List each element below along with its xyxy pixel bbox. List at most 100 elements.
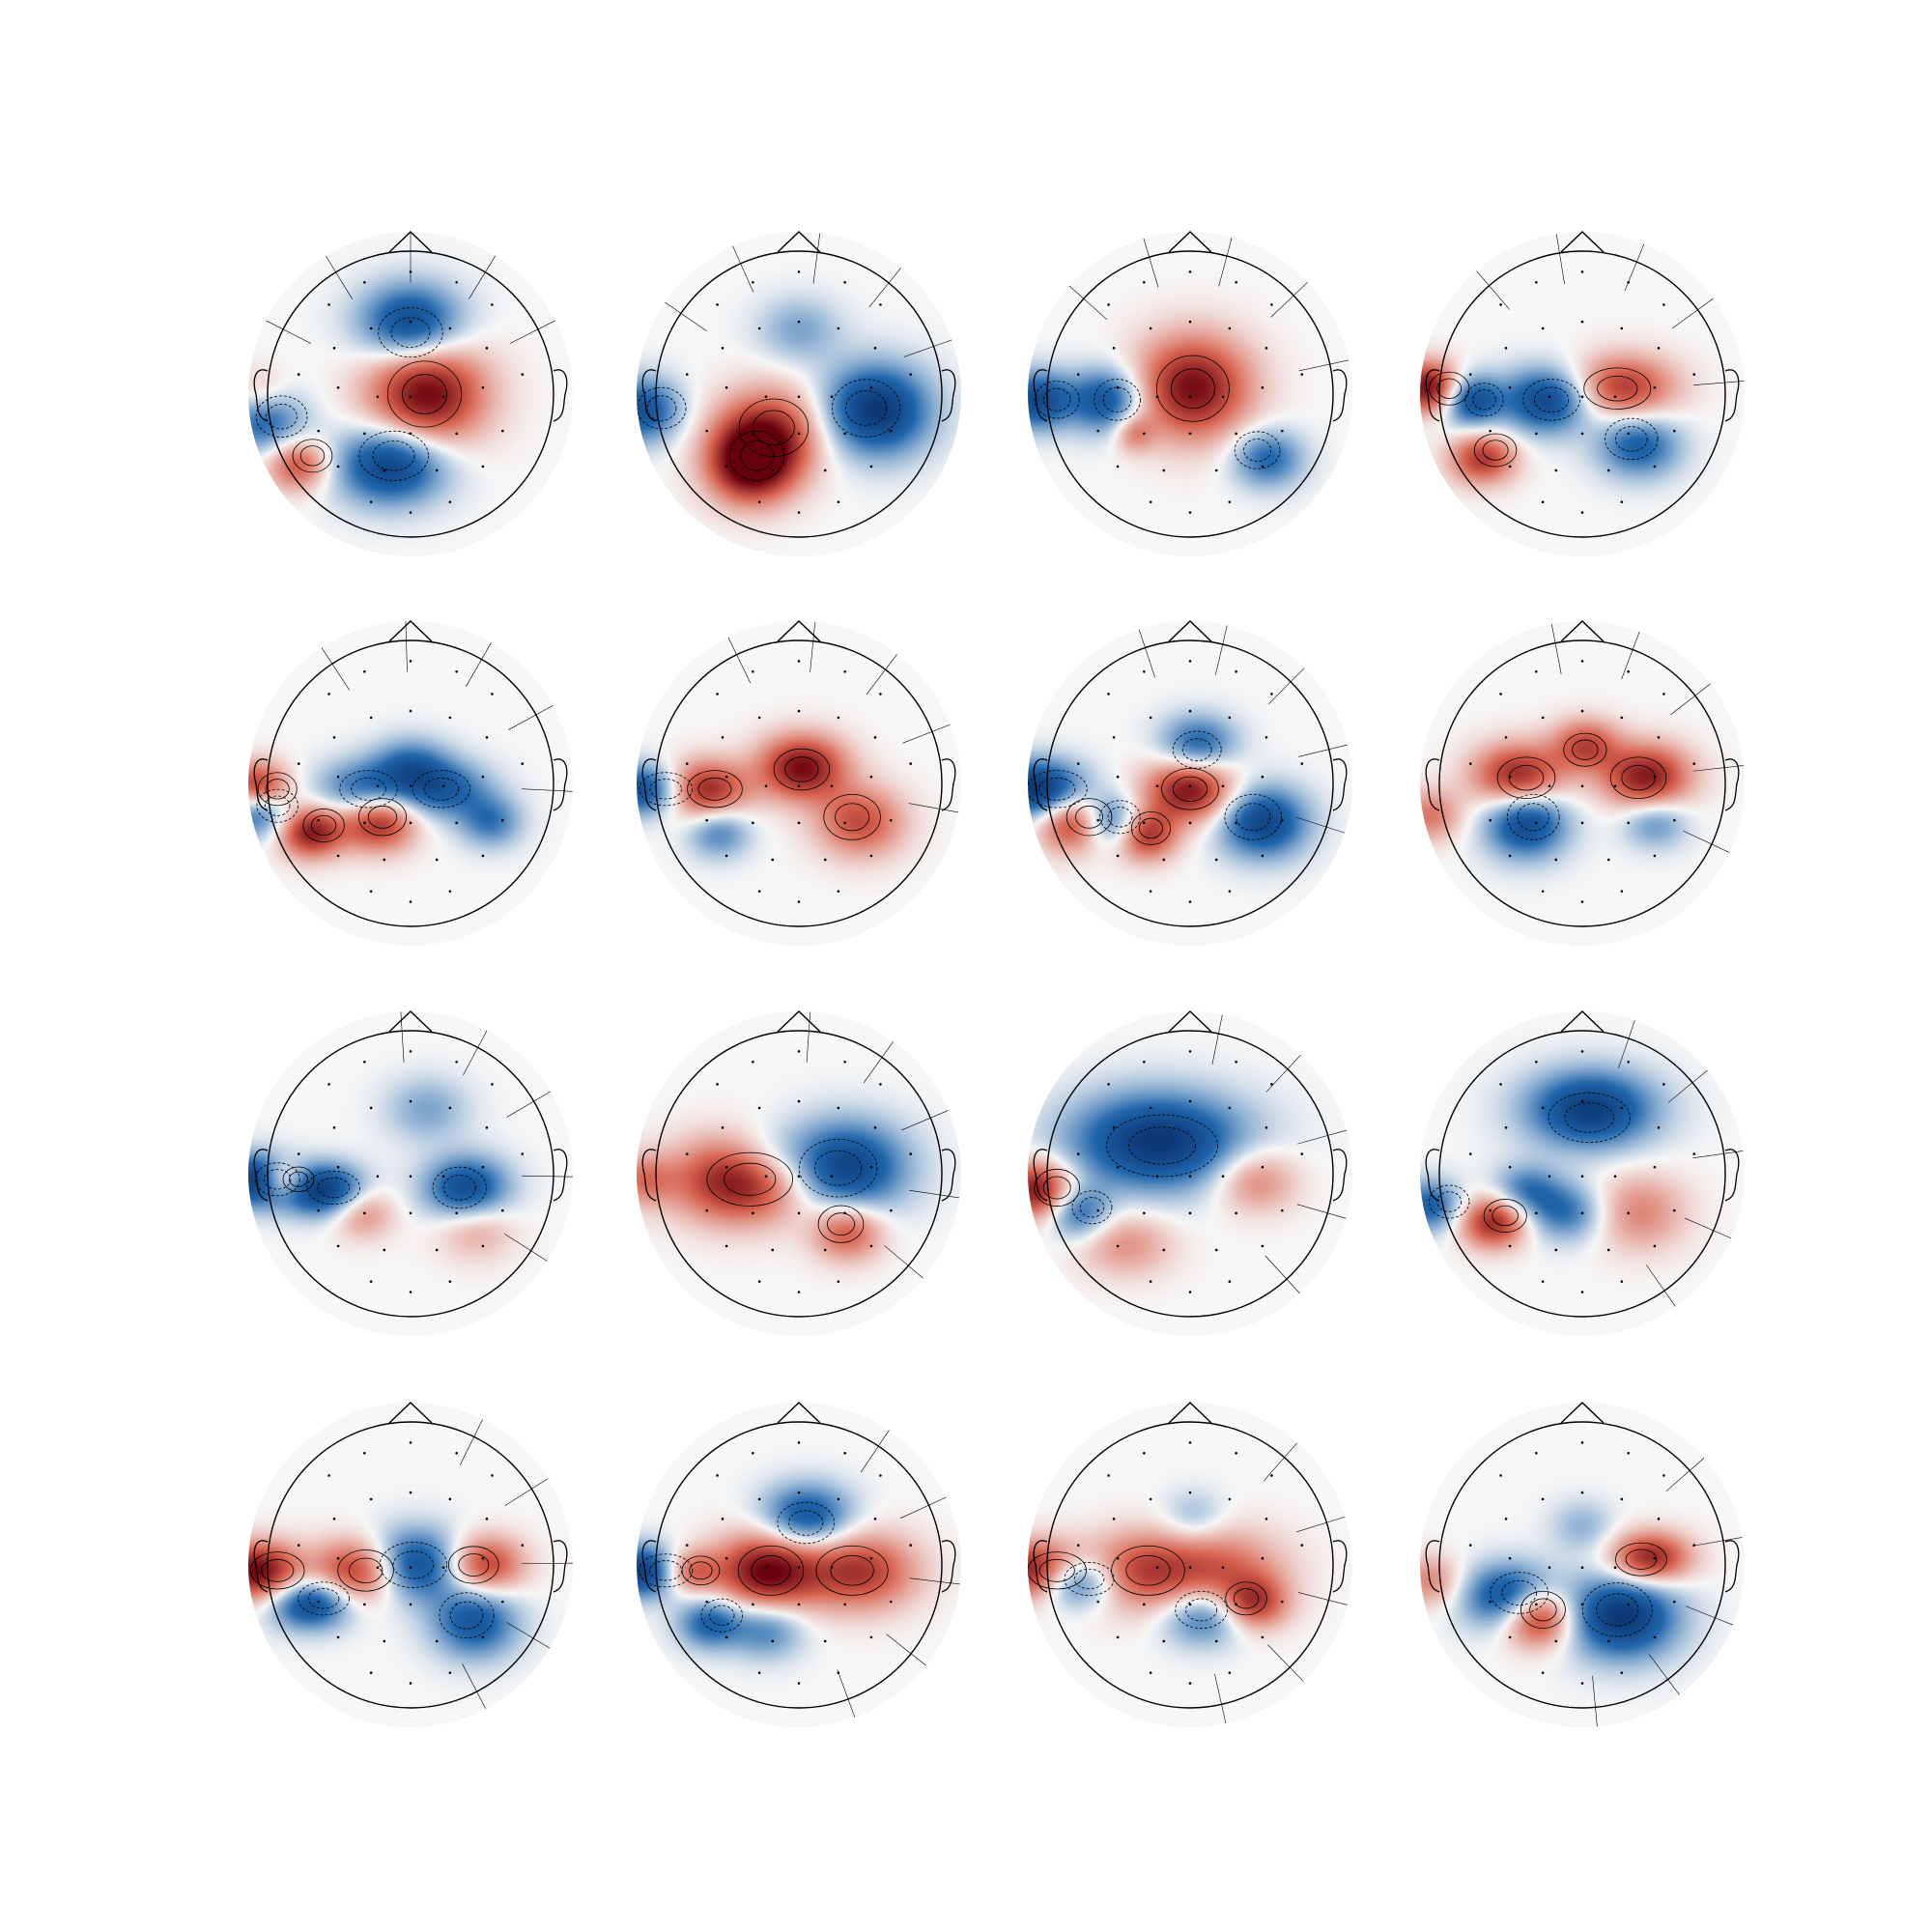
head-outline <box>1046 639 1334 927</box>
sensor-marker <box>1620 1497 1624 1501</box>
sensor-marker <box>1149 890 1152 893</box>
zero-contour <box>405 621 408 672</box>
sensor-marker <box>1228 716 1232 720</box>
zero-contour <box>1298 359 1350 372</box>
sensor-marker <box>1162 469 1166 472</box>
sensor-marker <box>1162 1639 1166 1643</box>
zero-contour <box>1298 744 1349 757</box>
sensor-marker <box>448 1106 452 1110</box>
sensor-marker <box>1535 432 1538 436</box>
sensor-marker <box>1580 1099 1584 1103</box>
nose-outline <box>1168 1010 1212 1033</box>
sensor-marker <box>363 1211 366 1215</box>
contour-line <box>292 439 333 473</box>
sensor-marker <box>724 1165 728 1169</box>
sensor-marker <box>1613 395 1617 399</box>
contour-line <box>298 1581 350 1616</box>
contour-line <box>372 440 415 471</box>
zero-contour <box>400 1011 405 1063</box>
sensor-marker <box>455 1451 458 1455</box>
sensor-marker <box>1188 1491 1192 1494</box>
sensor-marker <box>1620 500 1624 503</box>
sensor-marker <box>455 1211 458 1215</box>
sensor-marker <box>1155 395 1159 399</box>
contour-line <box>1572 739 1599 760</box>
sensor-marker <box>1504 347 1508 350</box>
sensor-marker <box>435 1639 439 1643</box>
sensor-marker <box>1606 1639 1610 1643</box>
sensor-marker <box>1162 1248 1166 1252</box>
sensor-marker <box>383 1639 386 1643</box>
contour-line <box>798 1138 878 1198</box>
right-ear-outline <box>1332 758 1348 811</box>
contour-line <box>264 1169 292 1190</box>
right-ear-outline <box>1332 1149 1348 1202</box>
sensor-marker <box>327 1083 330 1086</box>
sensor-marker <box>1508 465 1512 469</box>
contour-line <box>1079 1197 1105 1218</box>
left-ear-outline <box>641 1149 657 1202</box>
contour-line <box>738 398 810 458</box>
zero-contour <box>665 301 707 331</box>
sensor-marker <box>1188 511 1192 514</box>
contour-line <box>1170 368 1215 410</box>
sensor-marker <box>297 373 300 376</box>
zero-contour <box>806 1011 811 1063</box>
sensor-marker <box>1235 1603 1237 1606</box>
left-ear-outline <box>1425 1540 1440 1593</box>
sensor-marker <box>823 469 827 472</box>
sensor-marker <box>1112 347 1116 350</box>
zero-contour <box>466 642 492 687</box>
topomap-field-10 <box>637 1011 961 1336</box>
right-ear-outline <box>1724 369 1740 422</box>
contour-line <box>378 307 443 358</box>
sensor-marker <box>409 709 412 713</box>
sensor-marker <box>376 1175 380 1179</box>
sensor-marker <box>837 1280 840 1283</box>
contour-line <box>1483 1199 1527 1233</box>
left-ear-outline <box>641 1540 657 1593</box>
contour-line <box>402 374 447 414</box>
sensor-marker <box>909 373 913 376</box>
head-outline <box>1046 250 1334 538</box>
contour-line <box>784 756 819 782</box>
contour-line <box>753 410 795 446</box>
sensor-marker <box>409 1175 412 1179</box>
contour-line <box>823 793 881 840</box>
sensor-marker <box>1468 1544 1472 1547</box>
topomap-13 <box>248 1402 573 1727</box>
contour-line <box>1609 756 1667 799</box>
contour-line <box>1107 807 1133 828</box>
sensor-marker <box>1228 1671 1232 1674</box>
contour-line <box>1472 389 1496 411</box>
zero-contour <box>1592 1675 1598 1727</box>
topomap-field-1 <box>248 232 573 556</box>
sensor-marker <box>332 1126 336 1129</box>
sensor-marker <box>369 716 373 720</box>
sensor-marker <box>1188 1566 1192 1570</box>
zero-contour <box>1691 1537 1743 1547</box>
left-ear-outline <box>253 369 269 422</box>
sensor-marker <box>1155 1566 1159 1570</box>
sensor-marker <box>1653 1556 1657 1560</box>
sensor-marker <box>317 1208 320 1212</box>
contour-line <box>261 1558 295 1582</box>
zero-contour <box>504 1478 549 1506</box>
zero-contour <box>469 255 497 299</box>
sensor-marker <box>764 784 768 788</box>
zero-contour <box>504 1233 548 1262</box>
contour-line <box>1583 367 1652 410</box>
sensor-marker <box>336 1556 340 1560</box>
contour-line <box>358 798 407 837</box>
sensor-marker <box>1535 1603 1538 1606</box>
sensor-marker <box>363 432 366 436</box>
sensor-marker <box>771 1639 775 1643</box>
sensor-marker <box>757 327 761 330</box>
sensor-marker <box>685 373 689 376</box>
sensor-marker <box>1270 1083 1273 1086</box>
sensor-marker <box>837 1106 840 1110</box>
right-ear-outline <box>941 369 956 422</box>
sensor-marker <box>363 1603 366 1606</box>
sensor-marker <box>455 1603 458 1606</box>
sensor-marker <box>1627 1211 1630 1215</box>
